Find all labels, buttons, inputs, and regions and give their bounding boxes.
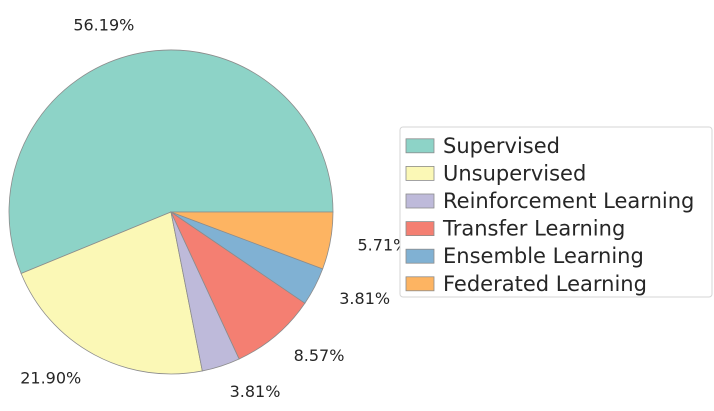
legend-swatch-ensemble-learning: [405, 248, 435, 264]
legend-swatch-supervised: [405, 138, 435, 154]
legend-label-ensemble-learning: Ensemble Learning: [443, 244, 644, 268]
percent-label-supervised: 56.19%: [73, 16, 134, 35]
legend-label-transfer-learning: Transfer Learning: [442, 217, 625, 241]
legend-items: Supervised Unsupervised Reinforcement Lear…: [405, 134, 694, 296]
pie-slice-supervised: [8, 49, 334, 275]
legend-label-unsupervised: Unsupervised: [443, 161, 586, 185]
legend-label-federated-learning: Federated Learning: [443, 272, 647, 296]
legend-swatch-transfer-learning: [405, 221, 435, 237]
pie-slices: [8, 49, 334, 375]
percent-labels: 56.19% 21.90% 3.81% 8.57% 3.81% 5.71%: [20, 16, 408, 401]
legend-label-supervised: Supervised: [443, 134, 560, 158]
legend-swatch-reinforcement-learning: [405, 193, 435, 209]
percent-label-unsupervised: 21.90%: [20, 368, 81, 387]
legend-swatch-federated-learning: [405, 276, 435, 292]
pie-slice-unsupervised: [20, 211, 203, 375]
percent-label-transfer-learning: 8.57%: [294, 346, 345, 365]
pie-slice-federated-learning: [170, 211, 334, 270]
legend-frame: [399, 126, 713, 298]
pie-slice-transfer-learning: [170, 210, 306, 360]
percent-label-ensemble-learning: 3.81%: [339, 289, 390, 308]
percent-label-federated-learning: 5.71%: [358, 235, 409, 254]
legend-swatch-unsupervised: [405, 165, 435, 181]
percent-label-reinforcement-learning: 3.81%: [230, 382, 281, 401]
legend: Supervised Unsupervised Reinforcement Lear…: [399, 126, 713, 298]
legend-label-reinforcement-learning: Reinforcement Learning: [443, 189, 694, 213]
